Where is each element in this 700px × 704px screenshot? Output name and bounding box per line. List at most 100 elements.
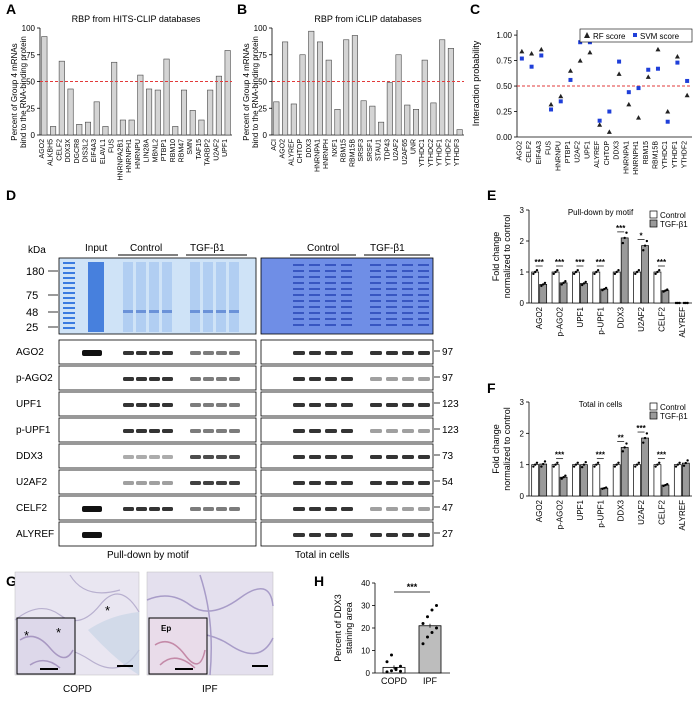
pulldown-band	[229, 481, 240, 485]
lane-band	[370, 294, 381, 296]
lane-band	[386, 270, 397, 272]
pulldown-band	[203, 403, 214, 407]
total-band	[309, 533, 321, 537]
ladder-band	[63, 317, 75, 319]
replicate-dot	[678, 301, 681, 305]
replicate-dot	[580, 283, 584, 287]
pulldown-band	[136, 455, 147, 459]
lane-band	[386, 276, 397, 278]
lane-band	[293, 276, 304, 278]
x-tick-label: ACI	[271, 139, 278, 151]
lane-smear	[123, 262, 133, 332]
panel-label-h: H	[314, 573, 324, 589]
total-band	[402, 429, 414, 433]
bar	[128, 119, 135, 136]
data-dot	[385, 660, 389, 664]
replicate-dot	[596, 461, 600, 464]
total-band	[309, 377, 321, 381]
total-band	[418, 403, 430, 407]
y-axis-title: Percent of DDX3 staining area	[333, 594, 354, 662]
lane-band	[418, 270, 429, 272]
x-tick-label: HNRNPA1	[315, 139, 322, 172]
significance-label: ***	[407, 582, 418, 592]
y-tick-label: 75	[258, 51, 267, 60]
total-band	[325, 429, 337, 433]
lane-band	[309, 282, 320, 284]
replicate-dot	[637, 461, 641, 464]
control-bar	[531, 464, 540, 497]
replicate-dot	[617, 461, 620, 464]
replicate-dot	[582, 282, 586, 285]
replicate-dot	[643, 244, 647, 247]
x-tick-label: HNRNPU	[555, 141, 562, 171]
pulldown-band	[149, 455, 160, 459]
replicate-dot	[623, 446, 626, 449]
svm-point	[665, 119, 670, 124]
copd-inset-tissue	[19, 635, 74, 669]
lane-band	[402, 288, 413, 290]
lane-band	[418, 318, 429, 320]
pulldown-band	[123, 455, 134, 459]
pulldown-band	[162, 377, 173, 381]
total-band	[325, 403, 337, 407]
total-band	[293, 403, 305, 407]
chart-title: Pull-down by motif	[568, 208, 634, 217]
ladder-band	[63, 262, 75, 264]
y-tick-label: 2	[520, 237, 525, 246]
bar	[137, 74, 144, 136]
lane-band	[370, 312, 381, 314]
lane-band	[418, 264, 429, 266]
kda-value: 123	[442, 425, 459, 436]
x-tick-label: YTHDF2	[682, 141, 689, 168]
lane-band	[293, 300, 304, 302]
control-label-left: Control	[130, 243, 162, 254]
y-tick-label: 25	[258, 104, 267, 113]
x-tick-label: U2AF2	[575, 141, 582, 163]
y-tick-label: 0	[31, 131, 36, 140]
x-tick-label: UPF1	[576, 306, 585, 327]
lane-band	[402, 312, 413, 314]
replicate-dot	[560, 477, 563, 480]
lane-band	[325, 270, 336, 272]
lane-band	[293, 282, 304, 284]
svm-point	[685, 78, 690, 83]
replicate-dot	[621, 241, 625, 245]
lane-band	[309, 264, 320, 266]
marker-labels: 180 75 48 25	[26, 266, 58, 334]
data-dot	[435, 604, 438, 607]
x-tick-label: RBM15B	[349, 139, 356, 167]
bar	[76, 124, 83, 136]
lane-band	[190, 310, 200, 313]
svm-point	[597, 118, 602, 123]
bar	[41, 36, 48, 136]
lane-band	[386, 288, 397, 290]
replicate-dot	[662, 484, 665, 488]
y-tick-label: 100	[22, 24, 36, 33]
bar	[395, 54, 402, 136]
replicate-dot	[623, 236, 626, 240]
ipf-label: IPF	[202, 684, 218, 695]
ipf-inset	[148, 617, 208, 675]
x-tick-label: AGO2	[516, 141, 523, 161]
pulldown-band	[190, 507, 201, 511]
lane-band	[386, 264, 397, 266]
significance-label: ***	[535, 258, 545, 267]
bar	[404, 104, 411, 136]
blot-row-label: p-UPF1	[16, 425, 51, 436]
blot-row-label: p-AGO2	[16, 373, 53, 384]
tgf-bar	[641, 245, 649, 304]
total-band	[402, 351, 414, 355]
lane-band	[341, 264, 352, 266]
replicate-dot	[595, 463, 598, 466]
blot-row-label: DDX3	[16, 451, 43, 462]
tgf-bar	[539, 463, 548, 497]
replicate-dot	[554, 463, 557, 466]
x-tick-label: SRSF3	[358, 139, 365, 162]
tgf-bar	[681, 462, 690, 497]
panel-b-ylabel: Percent of Group 4 mRNAs bind to the RNA…	[242, 36, 260, 148]
y-tick-label: 0	[366, 669, 371, 678]
x-tick-label: YTHDF3	[454, 139, 461, 166]
total-band	[370, 455, 382, 459]
replicate-dot	[543, 460, 547, 463]
legend-rf-label: RF score	[593, 32, 626, 41]
